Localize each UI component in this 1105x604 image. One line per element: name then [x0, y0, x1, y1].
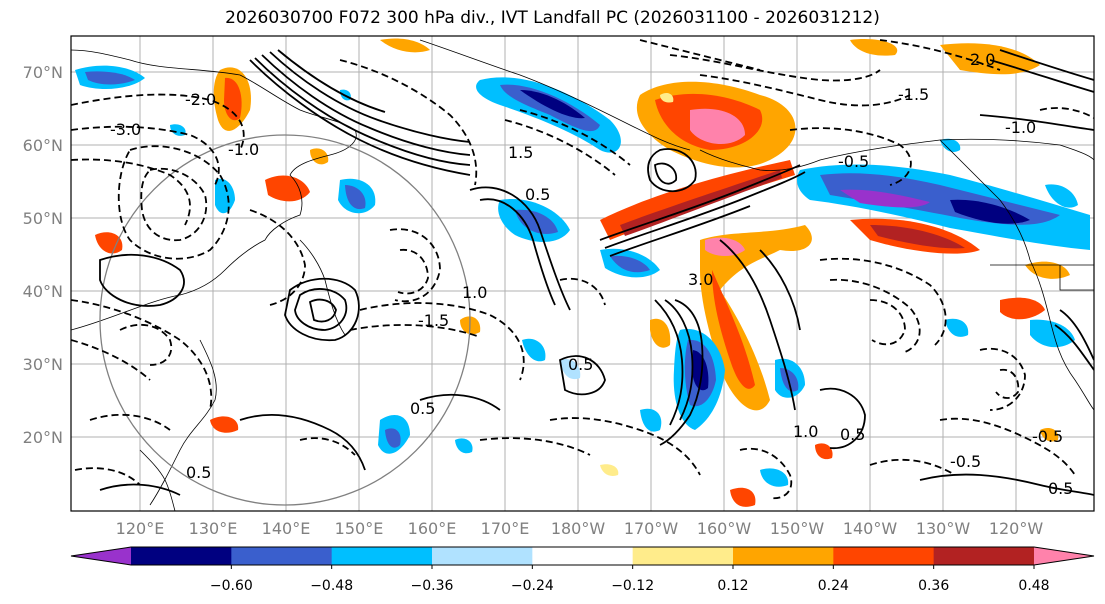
- colorbar-outline: [70, 546, 1095, 566]
- colorbar-tick-label: 0.36: [918, 578, 949, 594]
- svg-text:-1.5: -1.5: [418, 311, 449, 330]
- contour-labels: -3.0 -2.0 -1.0 -1.5 -0.5 0.5 1.0 1.5 2.0…: [110, 50, 1073, 498]
- colorbar-segment: [632, 547, 734, 565]
- map-frame: [70, 35, 1095, 512]
- svg-text:1.0: 1.0: [793, 422, 818, 441]
- svg-text:1.5: 1.5: [508, 143, 533, 162]
- colorbar-tick-label: −0.48: [310, 578, 353, 594]
- lon-label: 140°E: [262, 519, 311, 538]
- lon-label: 170°W: [624, 519, 679, 538]
- svg-text:3.0: 3.0: [688, 270, 713, 289]
- graticule: [71, 36, 1094, 511]
- lat-label: 30°N: [23, 355, 63, 374]
- colorbar-segment: [933, 547, 1035, 565]
- lon-label: 160°E: [408, 519, 457, 538]
- colorbar-tick-label: 0.48: [1018, 578, 1049, 594]
- colorbar-tick-label: 0.24: [818, 578, 849, 594]
- lon-label: 120°W: [989, 519, 1044, 538]
- colorbar-segment: [532, 547, 634, 565]
- colorbar-segment: [432, 547, 533, 565]
- lat-label: 60°N: [23, 136, 63, 155]
- svg-text:-3.0: -3.0: [110, 120, 141, 139]
- map-title: 2026030700 F072 300 hPa div., IVT Landfa…: [225, 8, 880, 28]
- longitude-labels: 120°E 130°E 140°E 150°E 160°E 170°E 180°W 170°W…: [116, 519, 1044, 538]
- colorbar-extend-low: [71, 547, 131, 565]
- svg-text:2.0: 2.0: [970, 50, 995, 69]
- svg-text:-1.5: -1.5: [898, 85, 929, 104]
- lat-label: 50°N: [23, 209, 63, 228]
- svg-text:-2.0: -2.0: [185, 90, 216, 109]
- lon-label: 120°E: [116, 519, 165, 538]
- lat-label: 40°N: [23, 282, 63, 301]
- colorbar-extend-high: [1034, 547, 1094, 565]
- lat-label: 70°N: [23, 63, 63, 82]
- lon-label: 140°W: [843, 519, 898, 538]
- svg-text:0.5: 0.5: [525, 185, 550, 204]
- lon-label: 130°E: [189, 519, 238, 538]
- svg-text:0.5: 0.5: [840, 425, 865, 444]
- colorbar-tick-label: −0.36: [411, 578, 454, 594]
- svg-text:-0.5: -0.5: [1032, 427, 1063, 446]
- svg-text:-1.0: -1.0: [228, 140, 259, 159]
- colorbar-segment: [331, 547, 433, 565]
- svg-text:-1.0: -1.0: [1005, 118, 1036, 137]
- svg-text:-0.5: -0.5: [950, 452, 981, 471]
- lon-label: 130°W: [916, 519, 971, 538]
- latitude-labels: 70°N 60°N 50°N 40°N 30°N 20°N: [23, 63, 63, 447]
- svg-text:0.5: 0.5: [186, 463, 211, 482]
- ivt-contours-positive: [99, 49, 1094, 496]
- colorbar-tick-label: −0.24: [511, 578, 554, 594]
- lon-label: 180°W: [551, 519, 606, 538]
- landfall-circle: [99, 134, 471, 506]
- svg-text:1.0: 1.0: [462, 283, 487, 302]
- lat-label: 20°N: [23, 428, 63, 447]
- lon-label: 160°W: [697, 519, 752, 538]
- colorbar-segment: [231, 547, 333, 565]
- svg-text:0.5: 0.5: [1048, 479, 1073, 498]
- colorbar: −0.60 −0.48 −0.36 −0.24 −0.12 0.12 0.24 0.36 0.4…: [70, 546, 1095, 594]
- ivt-contours-negative: [71, 39, 1094, 500]
- svg-text:0.5: 0.5: [410, 399, 435, 418]
- colorbar-segment: [833, 547, 935, 565]
- colorbar-tick-label: 0.12: [717, 578, 748, 594]
- lon-label: 150°E: [335, 519, 384, 538]
- colorbar-segment: [733, 547, 834, 565]
- colorbar-tick-label: −0.12: [611, 578, 654, 594]
- svg-text:-0.5: -0.5: [838, 152, 869, 171]
- colorbar-tick-label: −0.60: [210, 578, 253, 594]
- coastlines: [71, 39, 1094, 511]
- svg-text:0.5: 0.5: [568, 355, 593, 374]
- colorbar-segment: [131, 547, 232, 565]
- lon-label: 150°W: [770, 519, 825, 538]
- lon-label: 170°E: [481, 519, 530, 538]
